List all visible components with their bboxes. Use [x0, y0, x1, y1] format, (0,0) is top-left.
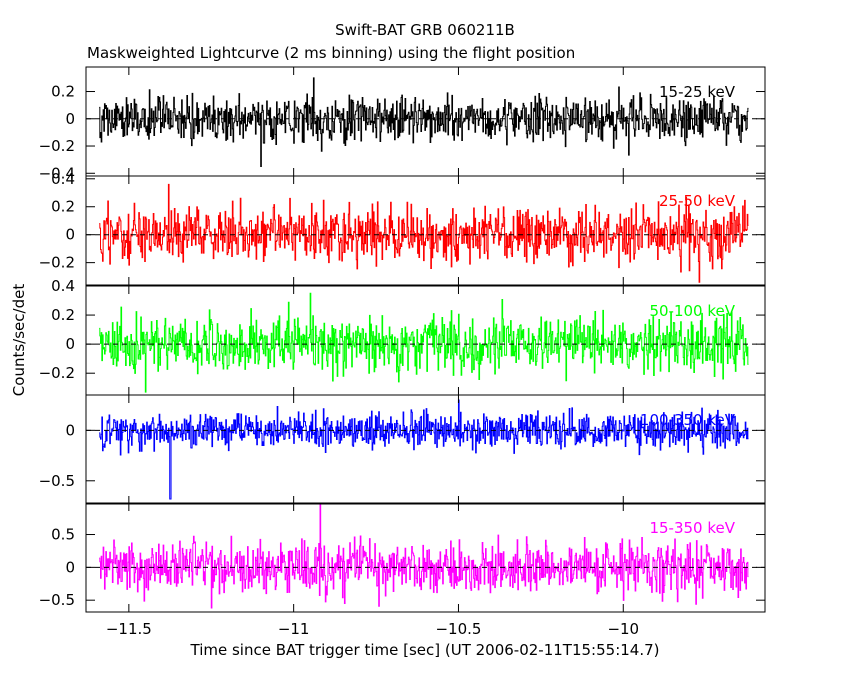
band-label-2: 25-50 keV [659, 192, 736, 210]
ytick-label-5-1: 0.5 [51, 526, 75, 544]
y-axis-label: Counts/sec/det [10, 284, 28, 397]
chart-subtitle: Maskweighted Lightcurve (2 ms binning) u… [87, 44, 576, 62]
chart-title: Swift-BAT GRB 060211B [335, 21, 515, 39]
series-group-3 [99, 292, 749, 393]
ytick-label-3-2: 0.2 [51, 306, 75, 324]
series-line-5 [99, 504, 749, 609]
ytick-label-3-3: 0 [65, 335, 75, 353]
panel-frame-2 [85, 175, 766, 286]
panel-frame-4 [85, 394, 766, 505]
band-label-4: 100-350 keV [640, 411, 736, 429]
ytick-label-3-4: −0.2 [39, 364, 75, 382]
series-group-5 [99, 504, 749, 609]
ytick-label-2-2: 0.2 [51, 198, 75, 216]
xtick-label-1: −11.5 [106, 620, 152, 638]
ytick-label-4-1: 0 [65, 421, 75, 439]
ytick-label-4-2: −0.5 [39, 472, 75, 490]
xtick-label-2: −11 [278, 620, 310, 638]
ytick-label-1-1: 0.2 [51, 83, 75, 101]
band-label-5: 15-350 keV [649, 519, 735, 537]
series-line-4 [99, 399, 749, 500]
ytick-label-1-4: −0.4 [39, 164, 75, 182]
ytick-label-1-2: 0 [65, 110, 75, 128]
ytick-label-2-3: 0 [65, 226, 75, 244]
series-line-3 [99, 292, 749, 393]
xtick-label-4: −10 [607, 620, 639, 638]
ytick-label-5-3: −0.5 [39, 591, 75, 609]
series-group-2 [99, 183, 749, 283]
series-group-4 [99, 399, 749, 500]
xtick-label-3: −10.5 [435, 620, 481, 638]
panel-frame-5 [85, 502, 766, 613]
ytick-label-5-2: 0 [65, 558, 75, 576]
series-group-1 [99, 77, 749, 167]
x-axis-label: Time since BAT trigger time [sec] (UT 20… [190, 641, 660, 659]
ytick-label-2-1: 0.4 [51, 170, 75, 188]
ytick-label-1-3: −0.2 [39, 137, 75, 155]
ytick-label-2-4: −0.2 [39, 254, 75, 272]
ytick-label-3-1: 0.4 [51, 277, 75, 295]
band-label-3: 50-100 keV [649, 302, 735, 320]
band-label-1: 15-25 keV [659, 83, 736, 101]
series-line-2 [99, 183, 749, 283]
series-line-1 [99, 77, 749, 167]
